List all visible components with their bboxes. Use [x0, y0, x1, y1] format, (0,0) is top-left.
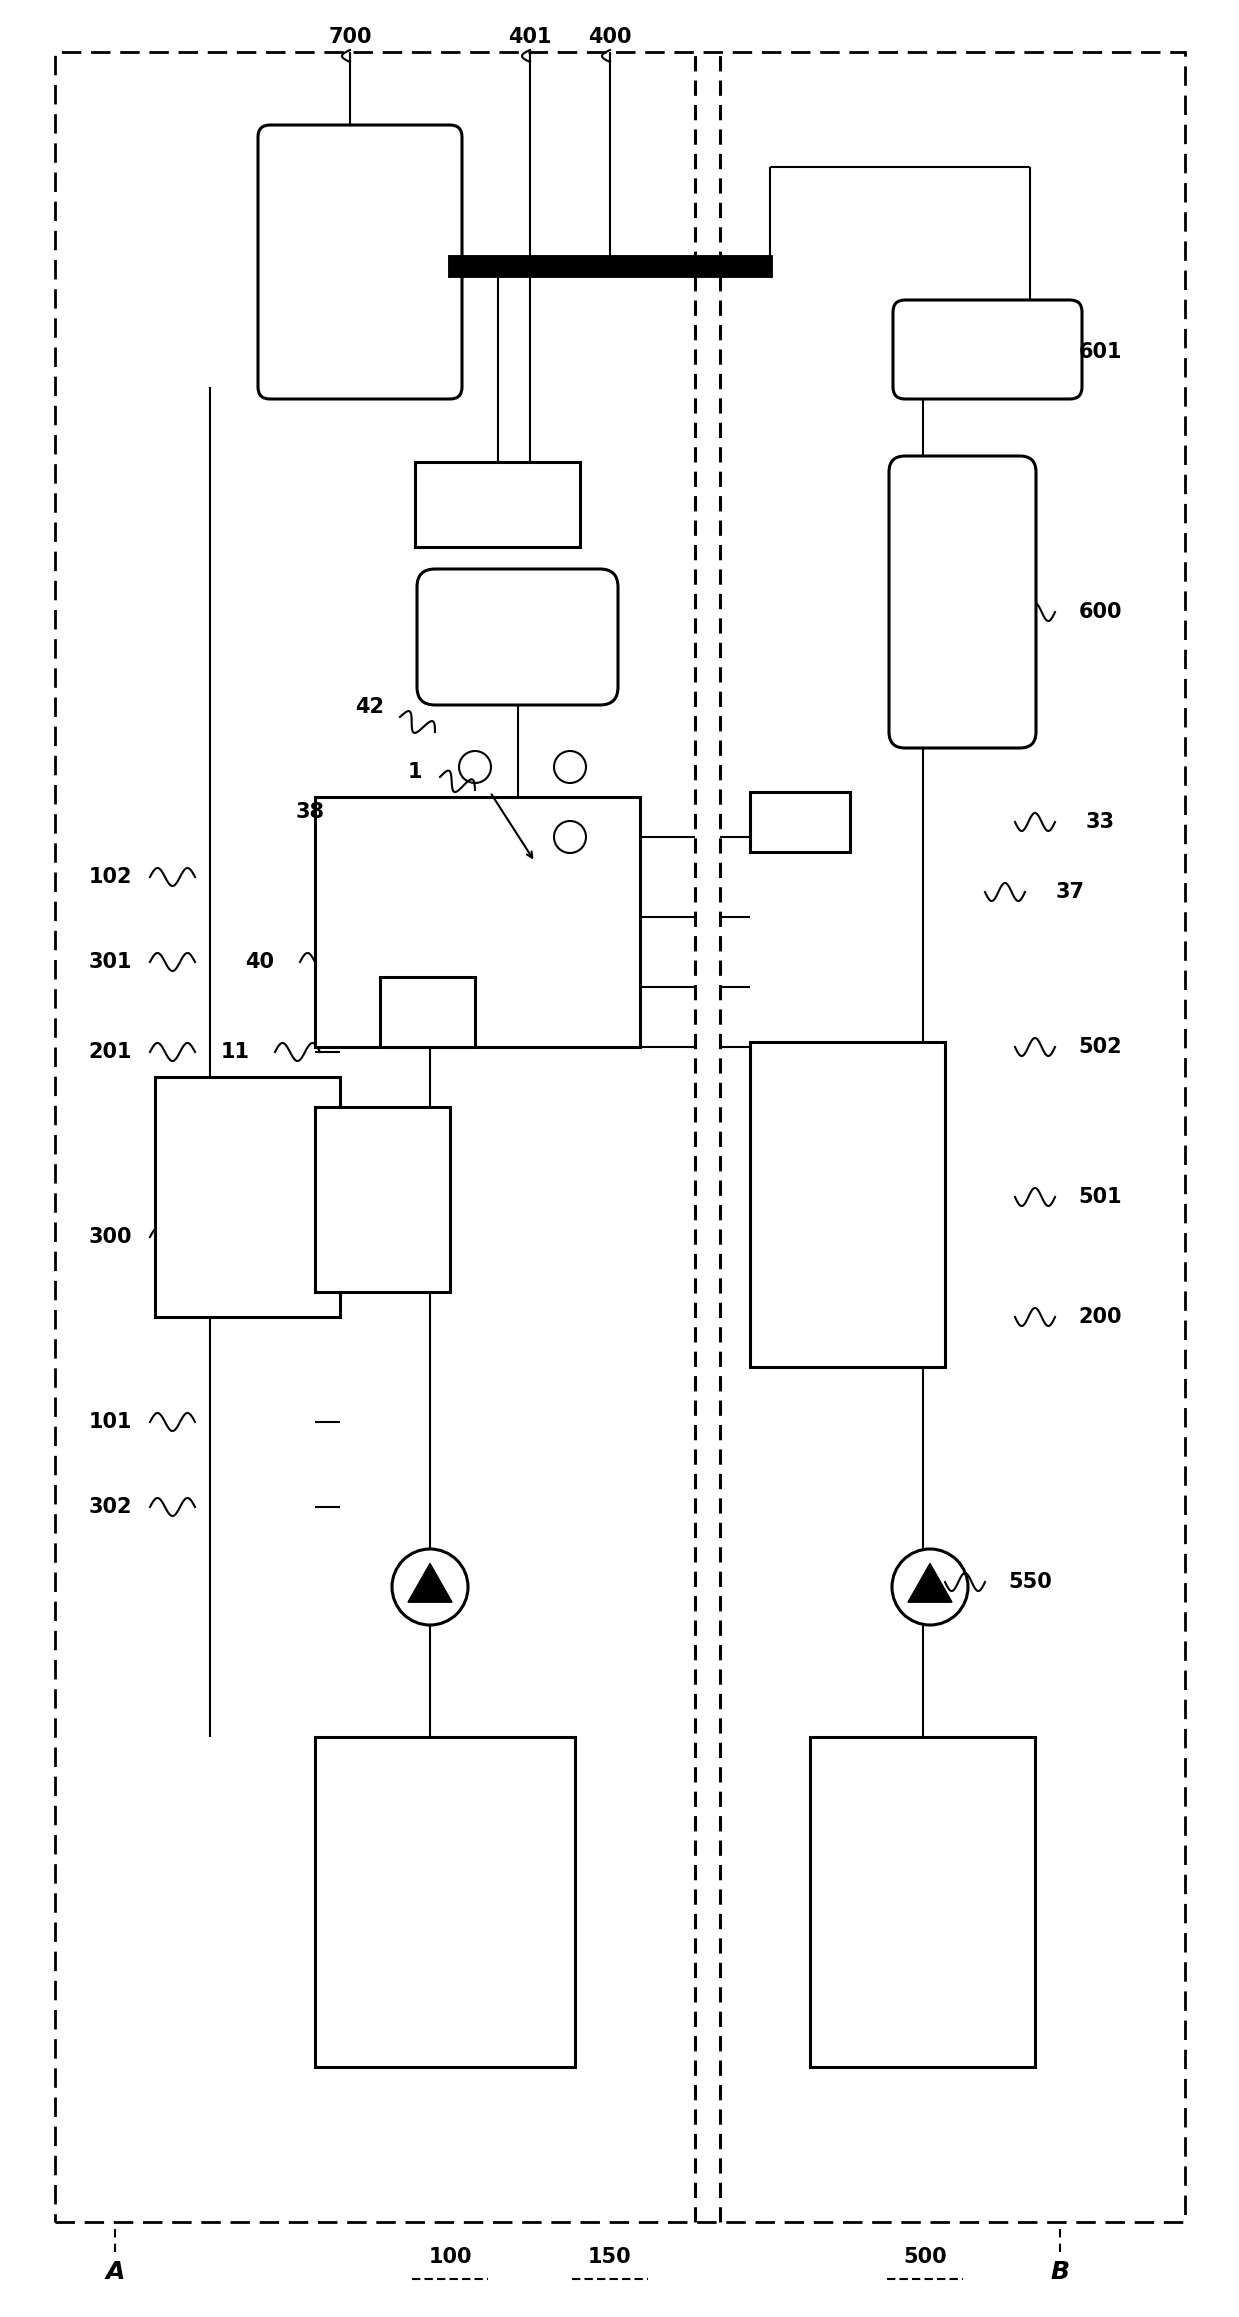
Bar — [810, 1738, 1035, 2067]
Text: 1: 1 — [408, 762, 422, 783]
Text: 100: 100 — [429, 2247, 472, 2266]
FancyBboxPatch shape — [258, 125, 462, 399]
Text: 101: 101 — [88, 1411, 131, 1432]
Text: 11: 11 — [221, 1043, 249, 1061]
Bar — [415, 461, 580, 547]
Bar — [155, 1077, 339, 1316]
Text: 601: 601 — [1078, 343, 1121, 361]
Text: 40: 40 — [245, 952, 275, 973]
Text: 38: 38 — [295, 802, 325, 823]
Text: 302: 302 — [88, 1497, 131, 1518]
Text: 33: 33 — [1085, 811, 1115, 832]
Bar — [315, 1108, 450, 1293]
Text: 550: 550 — [1009, 1571, 1052, 1592]
Text: 201: 201 — [88, 1043, 131, 1061]
Text: 42: 42 — [356, 697, 384, 716]
Text: 300: 300 — [88, 1228, 131, 1247]
FancyBboxPatch shape — [418, 570, 618, 704]
Text: 401: 401 — [508, 28, 551, 46]
Bar — [380, 978, 475, 1047]
Text: 102: 102 — [88, 867, 131, 887]
FancyBboxPatch shape — [890, 456, 1036, 748]
Bar — [750, 792, 850, 853]
Text: 400: 400 — [589, 28, 632, 46]
Text: 301: 301 — [88, 952, 131, 973]
Polygon shape — [408, 1564, 452, 1601]
Text: B: B — [1051, 2259, 1069, 2285]
Text: 200: 200 — [1078, 1307, 1121, 1328]
Text: 500: 500 — [903, 2247, 947, 2266]
FancyBboxPatch shape — [893, 299, 1082, 399]
Bar — [450, 257, 769, 276]
Polygon shape — [908, 1564, 952, 1601]
Text: 37: 37 — [1056, 883, 1084, 901]
Bar — [750, 1043, 945, 1367]
Text: 600: 600 — [1078, 602, 1121, 621]
Text: 150: 150 — [589, 2247, 632, 2266]
Bar — [315, 1738, 575, 2067]
Text: 502: 502 — [1078, 1038, 1121, 1057]
Text: 501: 501 — [1078, 1186, 1121, 1207]
Bar — [315, 797, 641, 1047]
Text: 700: 700 — [328, 28, 372, 46]
Text: A: A — [105, 2259, 125, 2285]
